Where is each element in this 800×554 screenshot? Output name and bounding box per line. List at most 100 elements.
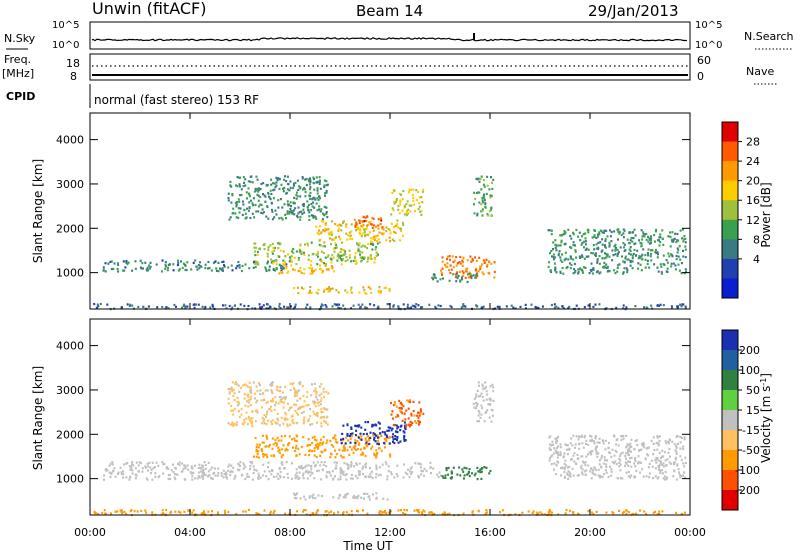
range-cell [418, 511, 421, 514]
range-cell [305, 306, 308, 309]
range-cell [605, 471, 608, 474]
range-cell [358, 291, 361, 294]
range-cell [375, 434, 377, 437]
range-cell [446, 262, 449, 265]
range-cell [247, 187, 250, 190]
range-cell [217, 511, 219, 514]
range-cell [440, 269, 442, 272]
range-cell [633, 448, 636, 451]
date-title: 29/Jan/2013 [588, 2, 679, 20]
range-cell [356, 243, 359, 246]
range-cell [325, 191, 328, 194]
range-cell [642, 441, 645, 444]
range-cell [130, 467, 133, 470]
range-cell [572, 233, 575, 236]
range-cell [467, 276, 470, 279]
range-cell [434, 305, 437, 308]
range-cell [379, 432, 382, 435]
range-cell [346, 433, 349, 436]
range-cell [455, 264, 458, 267]
range-cell [481, 199, 484, 202]
range-cell [204, 473, 207, 476]
range-cell [420, 473, 423, 476]
range-cell [302, 208, 305, 211]
range-cell [282, 406, 285, 409]
range-cell [352, 496, 355, 499]
range-cell [665, 464, 668, 467]
range-cell [406, 210, 408, 213]
range-cell [587, 255, 590, 258]
range-cell [471, 472, 473, 475]
range-cell [480, 203, 483, 206]
power-colorbar-title: Power [dB] [759, 182, 773, 247]
range-cell [272, 260, 275, 263]
range-cell [559, 234, 562, 237]
range-cell [292, 446, 294, 449]
range-cell [238, 415, 241, 419]
range-cell [620, 435, 623, 438]
range-cell [548, 229, 551, 232]
range-cell [683, 272, 686, 275]
range-cell [680, 475, 683, 478]
range-cell [366, 512, 369, 515]
range-cell [473, 191, 476, 194]
range-cell [663, 475, 666, 478]
range-cell [682, 240, 685, 243]
range-cell [252, 204, 255, 207]
range-cell [664, 478, 667, 481]
range-cell [587, 248, 590, 251]
range-cell [277, 477, 280, 481]
range-cell [557, 306, 560, 309]
range-cell [363, 256, 366, 259]
range-cell [641, 444, 644, 447]
range-cell [227, 510, 230, 514]
range-cell [346, 449, 349, 452]
range-cell [316, 469, 319, 473]
range-cell [250, 462, 253, 465]
range-cell [562, 307, 565, 310]
range-cell [629, 264, 632, 267]
range-cell [477, 414, 480, 417]
range-cell [326, 287, 329, 290]
range-cell [295, 394, 298, 397]
range-cell [449, 476, 452, 480]
range-cell [334, 242, 337, 245]
range-cell [392, 438, 395, 441]
range-cell [568, 447, 571, 450]
range-cell [237, 468, 240, 471]
range-cell [308, 211, 311, 214]
range-cell [256, 261, 259, 264]
range-cell [207, 461, 210, 464]
range-cell [684, 237, 687, 240]
range-cell [316, 398, 319, 401]
range-cell [644, 266, 647, 269]
range-cell [306, 444, 309, 447]
range-cell [677, 263, 680, 266]
range-cell [295, 434, 298, 437]
range-cell [363, 492, 365, 495]
range-cell [388, 436, 391, 439]
range-cell [362, 216, 365, 219]
range-cell [333, 512, 336, 515]
range-cell [131, 304, 134, 307]
range-cell [343, 444, 346, 447]
range-cell [359, 250, 362, 253]
range-cell [202, 474, 205, 477]
range-cell [478, 384, 480, 387]
range-cell [204, 266, 207, 270]
range-cell [563, 231, 566, 235]
range-cell [364, 216, 367, 219]
range-cell [327, 268, 330, 271]
range-cell [654, 240, 656, 243]
range-cell [274, 404, 277, 407]
range-cell [190, 465, 193, 468]
range-cell [237, 384, 240, 387]
range-cell [442, 277, 444, 280]
range-cell [224, 512, 227, 515]
range-cell [378, 422, 381, 425]
range-cell [370, 447, 373, 450]
range-cell [268, 196, 271, 199]
range-cell [656, 457, 659, 460]
range-cell [310, 464, 313, 468]
range-cell [404, 426, 406, 429]
